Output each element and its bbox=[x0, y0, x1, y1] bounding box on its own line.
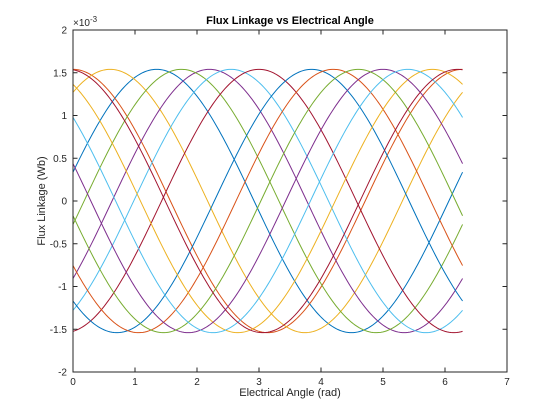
x-tick-label-2: 2 bbox=[194, 377, 200, 388]
y-multiplier-base: ×10 bbox=[73, 18, 90, 29]
series-line-8 bbox=[72, 68, 463, 334]
x-tick-label-1: 1 bbox=[132, 377, 138, 388]
series-layer bbox=[72, 68, 464, 334]
y-tick-label-1: -1.5 bbox=[50, 325, 68, 336]
y-tick-label-6: 1 bbox=[61, 111, 67, 122]
x-tick-label-4: 4 bbox=[318, 377, 324, 388]
series-line-7 bbox=[72, 68, 463, 334]
series-line-5 bbox=[72, 68, 464, 334]
x-tick-label-0: 0 bbox=[70, 377, 76, 388]
series-line-3 bbox=[72, 68, 463, 334]
y-tick-label-3: -0.5 bbox=[50, 239, 68, 250]
series-line-11 bbox=[72, 68, 464, 334]
y-tick-label-2: -1 bbox=[58, 282, 67, 293]
series-line-1 bbox=[72, 68, 464, 334]
y-axis-label: Flux Linkage (Wb) bbox=[36, 156, 48, 245]
chart-title: Flux Linkage vs Electrical Angle bbox=[206, 15, 374, 27]
y-tick-label-4: 0 bbox=[61, 197, 67, 208]
y-tick-label-5: 0.5 bbox=[53, 154, 67, 165]
y-tick-label-8: 2 bbox=[61, 26, 67, 37]
series-line-10 bbox=[72, 68, 463, 334]
x-tick-label-6: 6 bbox=[442, 377, 448, 388]
x-axis-label: Electrical Angle (rad) bbox=[239, 387, 341, 399]
series-line-13 bbox=[72, 68, 463, 334]
y-tick-label-7: 1.5 bbox=[53, 68, 67, 79]
y-multiplier-exponent: -3 bbox=[90, 15, 98, 24]
x-tick-label-3: 3 bbox=[256, 377, 262, 388]
tick-layer: 0 1 2 3 4 5 6 7 -2 -1.5 -1 -0.5 0 0.5 1 1.5 2 bbox=[50, 26, 510, 389]
series-line-12 bbox=[72, 68, 464, 334]
x-tick-label-7: 7 bbox=[504, 377, 510, 388]
series-line-6 bbox=[72, 68, 463, 334]
series-line-14 bbox=[72, 68, 463, 334]
series-line-4 bbox=[72, 68, 463, 334]
y-axis-multiplier: ×10-3 bbox=[73, 15, 98, 30]
series-line-9 bbox=[72, 68, 464, 334]
x-tick-label-5: 5 bbox=[380, 377, 386, 388]
y-tick-label-0: -2 bbox=[58, 368, 67, 379]
